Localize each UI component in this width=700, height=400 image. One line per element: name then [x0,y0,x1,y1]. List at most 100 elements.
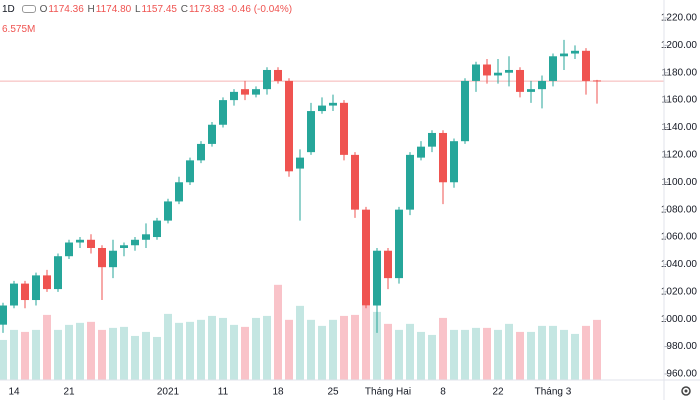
volume-bar [417,331,425,380]
candle-body [65,242,73,257]
candle-body [21,283,29,301]
volume-bar [87,321,95,380]
candle-body [252,89,260,95]
volume-bar [582,325,590,380]
low-value: 1157.45 [141,4,177,15]
interval[interactable]: 1D [2,4,15,15]
volume-bar [274,284,282,380]
volume-bar [98,329,106,380]
volume-bar [285,319,293,380]
volume-bar [219,317,227,380]
volume-bar [318,325,326,380]
volume-bar [252,317,260,380]
volume-bar [307,319,315,380]
volume-bar [527,331,535,380]
candle-body [274,69,282,81]
candle-body [175,182,183,202]
candle-body [527,89,535,92]
candle-body [560,53,568,57]
candle-body [120,245,128,248]
candle-body [406,154,414,210]
candle-body [296,157,304,169]
volume-bar [538,325,546,380]
candle-body [428,132,436,147]
candle-body [32,275,40,301]
volume-bar [153,336,161,380]
candle-body [241,89,249,95]
candle-body [54,256,62,290]
candle-body [142,234,150,240]
volume-bar [384,323,392,380]
candle-body [263,69,271,90]
volume-bar [373,311,381,380]
volume-bar [362,305,370,380]
low-label: L [134,4,141,15]
open-label: O [39,4,48,15]
volume-bar [164,313,172,380]
y-tick-label: 1180.00 [662,67,698,78]
candle-body [483,64,491,76]
volume-bar [571,333,579,380]
volume-bar [32,329,40,380]
x-tick-label: 21 [63,387,75,398]
y-tick-label: 980.00 [666,341,697,352]
volume-bar [175,322,183,380]
volume-bar [428,334,436,380]
y-tick-label: 1220.00 [661,13,698,24]
x-tick-label: 22 [492,387,504,398]
x-tick-label: 18 [272,387,284,398]
volume-bar [296,305,304,380]
volume-bar [197,319,205,380]
volume-bar [65,324,73,380]
x-tick-label: 2021 [157,387,180,398]
candle-body [439,132,447,183]
volume-bar [560,329,568,380]
x-tick-label: 8 [440,387,446,398]
candle-body [351,154,359,210]
candle-body [230,91,238,101]
candle-body [549,56,557,81]
volume-bar [505,323,513,380]
volume-bar [439,317,447,380]
candle-body [285,80,293,172]
candle-body [98,247,106,268]
volume-bar [21,331,29,380]
candle-body [417,146,425,158]
volume-bar [76,322,84,380]
y-tick-label: 960.00 [666,369,697,380]
candle-body [87,239,95,248]
y-tick-label: 1020.00 [661,286,698,297]
candle-body [197,143,205,161]
x-tick-label: 14 [8,387,20,398]
candle-body [593,80,601,82]
volume-bar [131,335,139,380]
volume-bar [120,326,128,380]
close-value: 1173.83 [188,4,225,15]
volume-bar [54,329,62,380]
candle-body [131,239,139,246]
candle-body [384,250,392,279]
candle-body [571,50,579,54]
candle-body [450,141,458,183]
candle-body [109,250,117,268]
volume-bar [406,323,414,380]
candle-body [461,80,469,142]
x-tick-label: Tháng 3 [535,387,572,398]
y-tick-label: 1200.00 [661,40,698,51]
y-tick-label: 1040.00 [661,259,698,270]
volume-bar [340,315,348,380]
x-tick-label: 11 [218,387,229,398]
candle-body [538,80,546,90]
candle-body [43,275,51,290]
volume-bar [494,329,502,380]
y-tick-label: 1140.00 [662,122,698,133]
settings-icon[interactable] [681,386,691,396]
candle-body [516,69,524,92]
y-tick-label: 1000.00 [661,314,698,325]
volume-bar [43,314,51,380]
candle-body [164,201,172,221]
visibility-icon[interactable] [21,5,36,14]
volume-bar [450,329,458,380]
